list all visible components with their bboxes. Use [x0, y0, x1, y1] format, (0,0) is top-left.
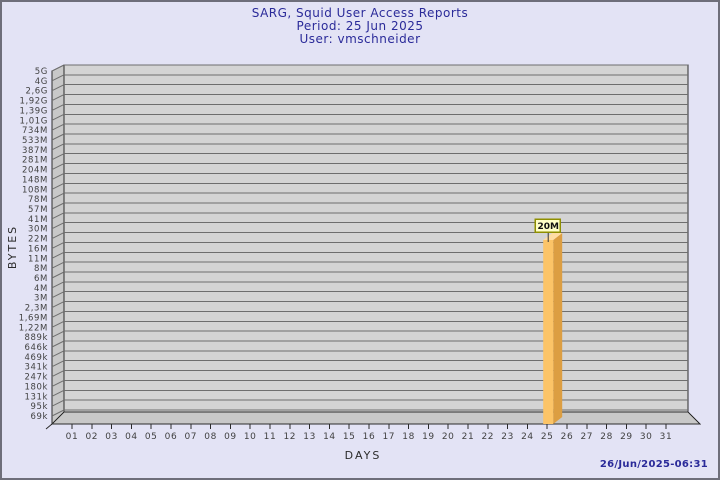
- y-tick-label: 2,6G: [25, 87, 48, 97]
- x-tick-label: 06: [165, 432, 178, 442]
- x-axis-ticks: [71, 424, 667, 429]
- y-tick-label: 131k: [24, 392, 48, 402]
- y-tick-label: 8M: [34, 264, 48, 274]
- x-tick-label: 08: [204, 432, 217, 442]
- x-axis-title: DAYS: [345, 449, 382, 462]
- y-tick-label: 646k: [24, 343, 48, 353]
- x-tick-label: 14: [323, 432, 336, 442]
- x-tick-label: 23: [501, 432, 514, 442]
- bar-day-25: [543, 233, 563, 424]
- y-tick-label: 6M: [34, 274, 48, 284]
- report-user: User: vmschneider: [299, 32, 421, 46]
- x-tick-label: 05: [145, 432, 158, 442]
- y-tick-label: 1,39G: [19, 106, 48, 116]
- report-title: SARG, Squid User Access Reports: [251, 6, 469, 20]
- bar-front-face: [543, 240, 554, 424]
- y-tick-label: 4M: [34, 284, 48, 294]
- y-tick-label: 889k: [24, 333, 48, 343]
- x-tick-label: 21: [462, 432, 475, 442]
- y-tick-label: 5G: [35, 67, 48, 77]
- y-tick-label: 341k: [24, 363, 48, 373]
- x-tick-label: 09: [224, 432, 237, 442]
- x-tick-label: 28: [600, 432, 613, 442]
- y-tick-label: 4G: [35, 77, 48, 87]
- x-tick-label: 13: [303, 432, 316, 442]
- y-tick-label: 1,01G: [19, 116, 48, 126]
- x-tick-label: 02: [85, 432, 98, 442]
- x-tick-label: 20: [442, 432, 455, 442]
- y-tick-label: 1,92G: [19, 97, 48, 107]
- y-tick-label: 533M: [22, 136, 48, 146]
- y-tick-label: 108M: [22, 185, 48, 195]
- y-tick-label: 1,69M: [19, 313, 48, 323]
- origin-tick: [45, 423, 53, 430]
- x-tick-label: 04: [125, 432, 138, 442]
- bar-side-face: [553, 233, 563, 424]
- x-tick-label: 15: [343, 432, 356, 442]
- y-tick-label: 204M: [22, 166, 48, 176]
- y-tick-label: 148M: [22, 175, 48, 185]
- y-axis-title: BYTES: [6, 225, 19, 269]
- y-tick-label: 22M: [28, 235, 48, 245]
- x-tick-label: 25: [541, 432, 554, 442]
- chart-floor: [50, 411, 702, 425]
- x-tick-label: 11: [264, 432, 277, 442]
- x-tick-label: 27: [580, 432, 593, 442]
- y-tick-label: 41M: [28, 215, 48, 225]
- x-tick-label: 17: [382, 432, 395, 442]
- y-tick-label: 1,22M: [19, 323, 48, 333]
- x-tick-label: 26: [561, 432, 574, 442]
- x-tick-label: 07: [184, 432, 197, 442]
- x-tick-label: 19: [422, 432, 435, 442]
- x-tick-label: 03: [105, 432, 118, 442]
- generation-timestamp: 26/Jun/2025-06:31: [599, 459, 708, 470]
- x-tick-label: 18: [402, 432, 415, 442]
- y-tick-label: 3M: [34, 294, 48, 304]
- y-tick-label: 180k: [24, 382, 48, 392]
- x-tick-label: 10: [244, 432, 257, 442]
- y-tick-label: 11M: [28, 254, 48, 264]
- y-tick-label: 2,3M: [25, 304, 48, 314]
- x-tick-label: 12: [283, 432, 296, 442]
- x-tick-label: 29: [620, 432, 633, 442]
- chart-plot-area: [63, 64, 689, 413]
- x-tick-label: 31: [660, 432, 673, 442]
- x-tick-label: 24: [521, 432, 534, 442]
- y-tick-label: 734M: [22, 126, 48, 136]
- x-axis-labels: 01 02 03 04 05 06 07 08 09 10 11 12 13 14 15 16 17 18 19 20…: [66, 432, 673, 442]
- y-tick-label: 57M: [28, 205, 48, 215]
- y-tick-label: 16M: [28, 244, 48, 254]
- bar-value-annotation: 20M: [534, 218, 561, 242]
- y-tick-label: 281M: [22, 156, 48, 166]
- report-period: Period: 25 Jun 2025: [296, 19, 424, 33]
- gridlines: [51, 64, 688, 417]
- x-tick-label: 01: [66, 432, 79, 442]
- y-tick-label: 78M: [28, 195, 48, 205]
- y-tick-label: 469k: [24, 353, 48, 363]
- annotation-box: [534, 218, 561, 233]
- report-header: SARG, Squid User Access Reports Period: …: [2, 7, 718, 46]
- x-tick-label: 22: [481, 432, 494, 442]
- y-tick-label: 387M: [22, 146, 48, 156]
- bar-value-label: 20M: [537, 222, 559, 232]
- x-tick-label: 16: [363, 432, 376, 442]
- y-axis-labels: 5G4G2,6G1,92G1,39G1,01G734M533M387M281M2…: [19, 67, 48, 422]
- y-tick-label: 95k: [30, 402, 48, 412]
- y-tick-label: 69k: [30, 412, 48, 422]
- x-tick-label: 30: [640, 432, 653, 442]
- y-tick-label: 247k: [24, 373, 48, 383]
- y-tick-label: 30M: [28, 225, 48, 235]
